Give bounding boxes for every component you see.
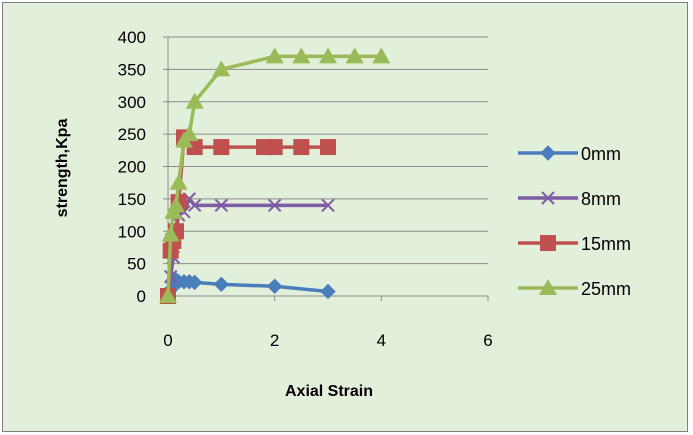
x-marker-stroke <box>214 198 229 213</box>
data-point-15mm <box>293 139 310 156</box>
data-point-25mm <box>185 92 204 109</box>
x-tick-label: 4 <box>377 331 386 350</box>
legend-marker <box>540 235 556 251</box>
data-point-0mm <box>266 278 283 294</box>
data-point-15mm <box>213 139 230 156</box>
legend-label: 25mm <box>581 279 631 299</box>
y-tick-label: 50 <box>127 255 146 274</box>
y-tick-label: 300 <box>118 93 146 112</box>
legend-label: 15mm <box>581 234 631 254</box>
legend-item-8mm: 8mm <box>518 189 621 209</box>
chart-area: 0 50 100 150 200 250 300 350 400 0 2 4 6 strength,Kp… <box>2 2 688 432</box>
x-tick-label: 2 <box>270 331 279 350</box>
y-tick-label: 100 <box>118 222 146 241</box>
x-marker-stroke <box>267 198 282 213</box>
data-point-0mm <box>186 274 203 291</box>
chart-svg: 0 50 100 150 200 250 300 350 400 0 2 4 6 strength,Kp… <box>54 28 631 400</box>
x-marker-stroke <box>321 198 335 213</box>
y-tick-label: 150 <box>118 190 146 209</box>
data-point-8mm <box>187 198 202 213</box>
data-point-25mm <box>372 47 391 64</box>
legend-marker <box>539 279 557 295</box>
y-tick-label: 350 <box>118 60 146 79</box>
legend-marker <box>541 191 555 205</box>
y-tick-label: 400 <box>118 28 146 47</box>
x-marker-stroke <box>187 198 202 213</box>
series-25mm <box>159 47 391 303</box>
legend-item-25mm: 25mm <box>518 279 631 299</box>
data-point-8mm <box>321 198 335 213</box>
y-tick-label: 200 <box>118 158 146 177</box>
series-0mm <box>160 272 336 304</box>
axes <box>163 36 489 301</box>
data-point-25mm <box>345 47 364 64</box>
data-point-0mm <box>320 283 336 300</box>
legend-item-15mm: 15mm <box>518 234 631 254</box>
data-point-25mm <box>169 173 188 190</box>
series-layer <box>159 47 391 304</box>
x-tick-label: 0 <box>163 331 172 350</box>
series-line-15mm <box>166 135 328 297</box>
data-point-0mm <box>213 276 230 293</box>
x-axis-title: Axial Strain <box>285 383 373 400</box>
series-line-25mm <box>166 54 382 297</box>
legend-item-0mm: 0mm <box>518 144 621 164</box>
data-point-8mm <box>267 198 282 213</box>
legend: 0mm 8mm 15mm 25mm <box>518 144 631 299</box>
data-point-25mm <box>167 196 185 213</box>
y-tick-label: 250 <box>118 125 146 144</box>
data-point-25mm <box>319 47 337 64</box>
x-tick-label: 6 <box>483 331 492 350</box>
data-point-25mm <box>265 47 284 64</box>
y-tick-label: 0 <box>137 287 146 306</box>
data-point-15mm <box>266 139 283 156</box>
tick-labels: 0 50 100 150 200 250 300 350 400 0 2 4 6 <box>118 28 493 350</box>
data-point-8mm <box>214 198 229 213</box>
data-point-25mm <box>292 47 311 64</box>
legend-label: 0mm <box>581 144 621 164</box>
data-point-15mm <box>186 139 203 156</box>
data-point-25mm <box>180 125 199 142</box>
data-point-15mm <box>320 139 336 156</box>
data-point-25mm <box>161 225 180 242</box>
x-marker-stroke <box>541 191 555 205</box>
data-point-25mm <box>212 60 231 77</box>
legend-marker <box>540 145 556 161</box>
data-point-25mm <box>159 287 177 303</box>
y-axis-title: strength,Kpa <box>54 119 71 218</box>
legend-label: 8mm <box>581 189 621 209</box>
